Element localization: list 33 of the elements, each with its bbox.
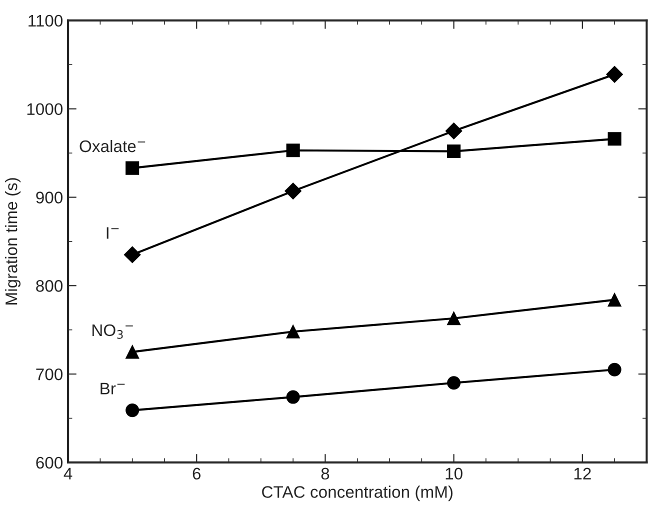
point (126, 161, 140, 175)
point (445, 122, 462, 140)
point (447, 376, 461, 390)
point (286, 144, 300, 158)
x-tick-label: 8 (321, 468, 330, 480)
x-tick-label: 4 (64, 468, 72, 480)
y-tick-label: 700 (36, 368, 63, 380)
series-label: NO$_{3}$$^{−}$ (92, 324, 133, 339)
point (286, 390, 300, 404)
point (124, 246, 141, 264)
y-tick-label: 900 (36, 192, 63, 204)
x-tick-label: 10 (446, 468, 462, 480)
series-label: Oxalate$^{−}$ (80, 140, 146, 152)
point (608, 362, 622, 376)
point (606, 66, 623, 83)
y-tick-label: 800 (36, 280, 63, 292)
x-tick-label: 12 (574, 468, 591, 480)
series-label: Br$^{−}$ (100, 382, 125, 394)
point (447, 144, 461, 158)
point (284, 182, 302, 200)
y-tick-label: 1100 (28, 14, 63, 27)
x-tick-label: 6 (192, 468, 201, 480)
point (608, 132, 622, 146)
point (608, 293, 622, 307)
x-axis-title: CTAC concentration (mM) (262, 486, 453, 502)
point (126, 345, 140, 359)
series-label: I$^{−}$ (106, 227, 119, 239)
point (126, 404, 140, 418)
y-tick-label: 1000 (27, 103, 63, 116)
point (286, 324, 300, 338)
y-tick-label: 600 (36, 456, 63, 469)
y-axis-title: Migration time (s) (5, 178, 21, 304)
point (447, 312, 461, 326)
